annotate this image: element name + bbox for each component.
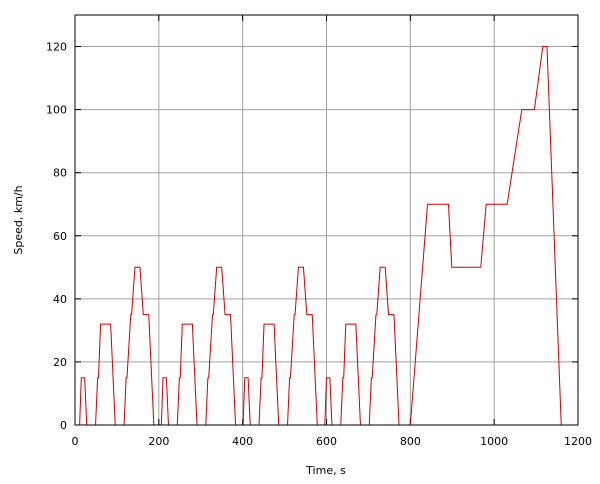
- y-tick-label: 80: [53, 167, 67, 180]
- y-tick-label: 20: [53, 356, 67, 369]
- x-axis-label: Time, s: [305, 464, 346, 477]
- y-axis-label: Speed, km/h: [12, 185, 25, 254]
- y-tick-label: 60: [53, 230, 67, 243]
- x-tick-label: 600: [316, 435, 337, 448]
- plot-frame: [74, 14, 579, 426]
- x-tick-label: 1000: [480, 435, 508, 448]
- x-tick-label: 800: [400, 435, 421, 448]
- y-tick-label: 0: [60, 419, 67, 432]
- y-tick-label: 40: [53, 293, 67, 306]
- x-tick-label: 0: [72, 435, 79, 448]
- x-tick-label: 400: [232, 435, 253, 448]
- y-tick-label: 100: [46, 104, 67, 117]
- x-tick-label: 200: [148, 435, 169, 448]
- line: [75, 46, 570, 426]
- y-tick-label: 120: [46, 41, 67, 54]
- x-tick-label: 1200: [564, 435, 592, 448]
